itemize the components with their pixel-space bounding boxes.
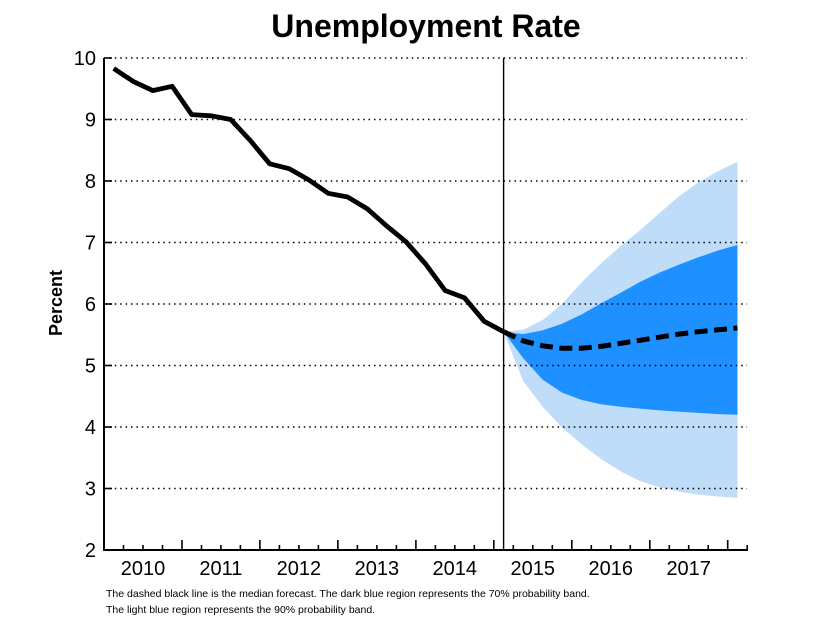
probability-bands-layer xyxy=(503,161,738,498)
axes-layer xyxy=(103,57,749,551)
x-tick-label-2012: 2012 xyxy=(277,558,322,580)
y-tick-label-4: 4 xyxy=(85,417,96,439)
y-tick-label-10: 10 xyxy=(74,48,96,70)
y-tick-label-8: 8 xyxy=(85,171,96,193)
x-tick-label-2014: 2014 xyxy=(433,558,478,580)
x-tick-label-2015: 2015 xyxy=(511,558,556,580)
data-lines-layer xyxy=(112,66,738,351)
x-tick-label-2011: 2011 xyxy=(199,558,242,580)
x-tick-label-2010: 2010 xyxy=(121,558,166,580)
x-tick-label-2016: 2016 xyxy=(589,558,634,580)
footnote-line-1: The dashed black line is the median fore… xyxy=(106,588,590,600)
footnote-line-2: The light blue region represents the 90%… xyxy=(106,604,375,616)
gridlines-layer xyxy=(104,57,747,490)
x-tick-label-2017: 2017 xyxy=(666,558,711,580)
y-axis-label: Percent xyxy=(46,270,66,336)
tick-labels-layer: 2 3 4 5 6 7 8 9 10 2010 2011 2012 2013 2014 2015 2016 20… xyxy=(74,48,711,580)
y-tick-label-2: 2 xyxy=(85,540,96,562)
chart-title: Unemployment Rate xyxy=(271,8,580,44)
history-line xyxy=(112,66,505,334)
median_forecast-line xyxy=(502,325,738,351)
y-tick-label-6: 6 xyxy=(85,294,96,316)
y-tick-label-3: 3 xyxy=(85,479,96,501)
y-tick-label-9: 9 xyxy=(85,110,96,132)
y-tick-label-5: 5 xyxy=(85,356,96,378)
x-tick-label-2013: 2013 xyxy=(355,558,400,580)
band_70-area xyxy=(503,245,738,415)
y-tick-label-7: 7 xyxy=(85,233,96,255)
